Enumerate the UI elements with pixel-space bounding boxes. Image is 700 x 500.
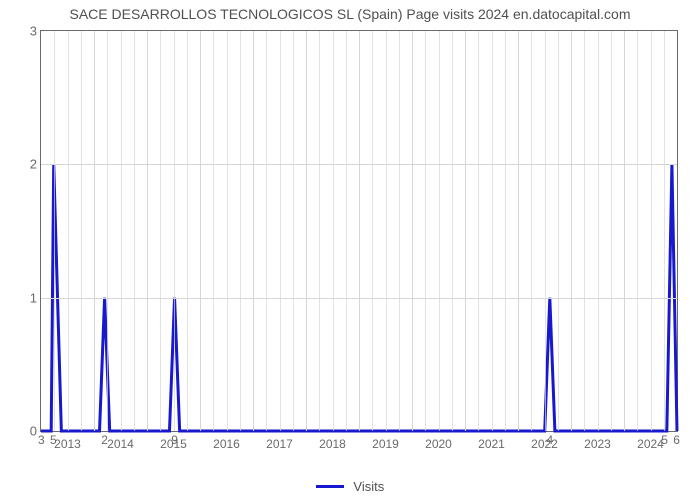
x-tick-label: 2019 — [372, 437, 399, 451]
grid-line-v — [571, 31, 572, 431]
grid-line-v — [253, 31, 254, 431]
grid-line-v-minor — [160, 31, 161, 431]
legend: Visits — [0, 478, 700, 494]
chart-title: SACE DESARROLLOS TECNOLOGICOS SL (Spain)… — [0, 6, 700, 22]
grid-line-v-minor — [545, 31, 546, 431]
grid-line-v — [147, 31, 148, 431]
grid-line-v-minor — [107, 31, 108, 431]
y-tick-label: 0 — [21, 424, 37, 439]
grid-line-v — [306, 31, 307, 431]
chart-container: { "chart": { "type": "line", "title": "S… — [0, 0, 700, 500]
y-tick-label: 3 — [21, 24, 37, 39]
grid-line-v — [465, 31, 466, 431]
grid-line-v-minor — [492, 31, 493, 431]
grid-line-v-minor — [280, 31, 281, 431]
x-tick-label: 2022 — [531, 437, 558, 451]
legend-swatch — [316, 485, 344, 488]
grid-line-v-minor — [439, 31, 440, 431]
grid-line-v — [200, 31, 201, 431]
grid-line-v-minor — [584, 31, 585, 431]
y-tick-label: 1 — [21, 290, 37, 305]
x-tick-label: 2016 — [213, 437, 240, 451]
grid-line-v-minor — [452, 31, 453, 431]
plot-area: 0123201320142015201620172018201920202021… — [40, 30, 678, 432]
spike-value-label: 5 — [661, 433, 668, 447]
spike-value-label: 6 — [673, 433, 680, 447]
grid-line-v — [518, 31, 519, 431]
grid-line-v-minor — [386, 31, 387, 431]
x-tick-label: 2017 — [266, 437, 293, 451]
grid-line-v-minor — [266, 31, 267, 431]
spike-value-label: 2 — [101, 433, 108, 447]
grid-line-v-minor — [478, 31, 479, 431]
grid-line-v-minor — [187, 31, 188, 431]
grid-line-v-minor — [54, 31, 55, 431]
grid-line-v — [412, 31, 413, 431]
x-tick-label: 2018 — [319, 437, 346, 451]
x-tick-label: 2013 — [54, 437, 81, 451]
grid-line-v-minor — [213, 31, 214, 431]
grid-line-v-minor — [399, 31, 400, 431]
x-tick-label: 2020 — [425, 437, 452, 451]
spike-value-label: 5 — [50, 433, 57, 447]
grid-line-v-minor — [134, 31, 135, 431]
x-tick-label: 2024 — [637, 437, 664, 451]
x-tick-label: 2021 — [478, 437, 505, 451]
grid-line-v-minor — [81, 31, 82, 431]
grid-line-v-minor — [293, 31, 294, 431]
grid-line-v-minor — [372, 31, 373, 431]
grid-line-v — [359, 31, 360, 431]
grid-line-v-minor — [227, 31, 228, 431]
x-tick-label: 2023 — [584, 437, 611, 451]
grid-line-v-minor — [240, 31, 241, 431]
grid-line-v-minor — [174, 31, 175, 431]
grid-line-v-minor — [346, 31, 347, 431]
grid-line-v-minor — [121, 31, 122, 431]
grid-line-v — [624, 31, 625, 431]
grid-line-v-minor — [68, 31, 69, 431]
legend-label: Visits — [353, 479, 384, 494]
grid-line-v-minor — [637, 31, 638, 431]
grid-line-v-minor — [333, 31, 334, 431]
grid-line-v-minor — [664, 31, 665, 431]
grid-line-v-minor — [319, 31, 320, 431]
grid-line-v-minor — [425, 31, 426, 431]
grid-line-v-minor — [531, 31, 532, 431]
grid-line-v-minor — [505, 31, 506, 431]
grid-line-v-minor — [611, 31, 612, 431]
grid-line-v-minor — [651, 31, 652, 431]
spike-value-label: 3 — [38, 433, 45, 447]
spike-value-label: 4 — [546, 433, 553, 447]
y-tick-label: 2 — [21, 157, 37, 172]
grid-line-v-minor — [598, 31, 599, 431]
spike-value-label: 9 — [171, 433, 178, 447]
grid-line-v — [94, 31, 95, 431]
x-tick-label: 2014 — [107, 437, 134, 451]
grid-line-v-minor — [558, 31, 559, 431]
